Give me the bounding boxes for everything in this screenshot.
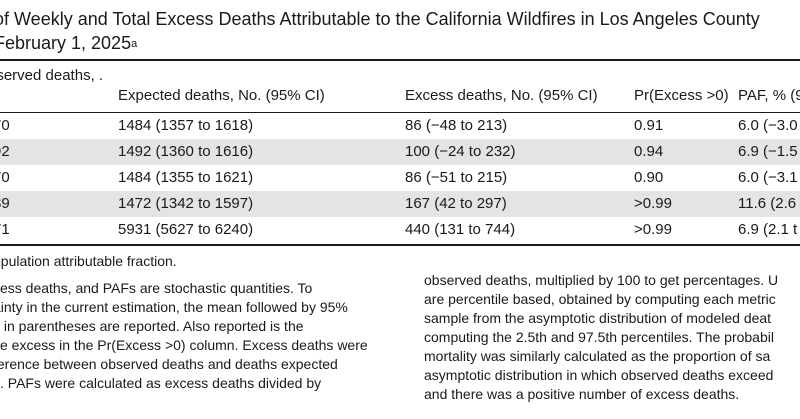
note-line: s in parentheses are reported. Also repo…	[0, 318, 304, 334]
cell-observed: 39	[0, 195, 10, 212]
note-line: mortality was similarly calculated as th…	[424, 348, 771, 364]
cell-paf: 6.9 (−1.5	[738, 143, 798, 160]
col-header-excess: Excess deaths, No. (95% CI)	[405, 87, 598, 104]
cell-expected: 1484 (1357 to 1618)	[118, 117, 254, 134]
note-line: sample from the asymptotic distribution …	[424, 310, 772, 326]
cell-paf: 6.9 (2.1 t	[738, 221, 798, 238]
table-row: 92 1492 (1360 to 1616) 100 (−24 to 232) …	[0, 139, 800, 165]
note-line: s. PAFs were calculated as excess deaths…	[0, 375, 322, 391]
note-line: and there was a positive number of exces…	[424, 386, 740, 402]
col-header-paf: PAF, % (95	[738, 87, 800, 104]
note-line: asymptotic distribution in which observe…	[424, 367, 774, 383]
cell-paf: 11.6 (2.6	[738, 195, 797, 212]
cell-observed: 70	[0, 169, 10, 186]
cell-expected: 1484 (1355 to 1621)	[118, 169, 254, 186]
note-line: ference between observed deaths and deat…	[0, 356, 338, 372]
col-header-observed: bserved deaths, .	[0, 67, 104, 84]
cell-pr-excess: 0.91	[634, 117, 664, 134]
note-line: computing the 2.5th and 97.5th percentil…	[424, 329, 774, 345]
table-bottom-rule	[0, 244, 800, 246]
cell-expected: 1472 (1342 to 1597)	[118, 195, 254, 212]
title-line-1: of Weekly and Total Excess Deaths Attrib…	[0, 9, 760, 29]
table-notes-right: observed deaths, multiplied by 100 to ge…	[424, 271, 778, 404]
note-line: observed deaths, multiplied by 100 to ge…	[424, 272, 779, 288]
cell-paf: 6.0 (−3.0	[738, 117, 798, 134]
table-row: 39 1472 (1342 to 1597) 167 (42 to 297) >…	[0, 191, 800, 217]
cell-pr-excess: >0.99	[634, 195, 672, 212]
table-row: 71 5931 (5627 to 6240) 440 (131 to 744) …	[0, 217, 800, 243]
table-row: 70 1484 (1357 to 1618) 86 (−48 to 213) 0…	[0, 113, 800, 139]
cell-excess: 100 (−24 to 232)	[405, 143, 516, 160]
cell-observed: 92	[0, 143, 10, 160]
table-notes-left: opulation attributable fraction. cess de…	[0, 252, 368, 393]
cell-pr-excess: 0.90	[634, 169, 664, 186]
note-line: ve excess in the Pr(Excess >0) column. E…	[0, 337, 368, 353]
note-line: ainty in the current estimation, the mea…	[0, 299, 348, 315]
cell-expected: 5931 (5627 to 6240)	[118, 221, 254, 238]
note-line: are percentile based, obtained by comput…	[424, 291, 776, 307]
title-line-2: February 1, 2025	[0, 33, 132, 53]
table-row: 70 1484 (1355 to 1621) 86 (−51 to 215) 0…	[0, 165, 800, 191]
cell-observed: 70	[0, 117, 10, 134]
cell-expected: 1492 (1360 to 1616)	[118, 143, 254, 160]
cell-pr-excess: >0.99	[634, 221, 672, 238]
table-title: of Weekly and Total Excess Deaths Attrib…	[0, 7, 760, 58]
col-header-expected: Expected deaths, No. (95% CI)	[118, 87, 325, 104]
cell-excess: 440 (131 to 744)	[405, 221, 516, 238]
title-footnote-mark: a	[131, 38, 138, 50]
cell-excess: 167 (42 to 297)	[405, 195, 507, 212]
col-header-pr-excess: Pr(Excess >0)	[634, 87, 729, 104]
note-abbreviation: opulation attributable fraction.	[0, 253, 177, 269]
table-header-rule	[0, 112, 800, 113]
table-top-rule	[0, 59, 800, 61]
note-line: cess deaths, and PAFs are stochastic qua…	[0, 280, 313, 296]
cell-paf: 6.0 (−3.1	[738, 169, 798, 186]
cell-excess: 86 (−51 to 215)	[405, 169, 508, 186]
cell-observed: 71	[0, 221, 10, 238]
cell-excess: 86 (−48 to 213)	[405, 117, 508, 134]
cell-pr-excess: 0.94	[634, 143, 664, 160]
